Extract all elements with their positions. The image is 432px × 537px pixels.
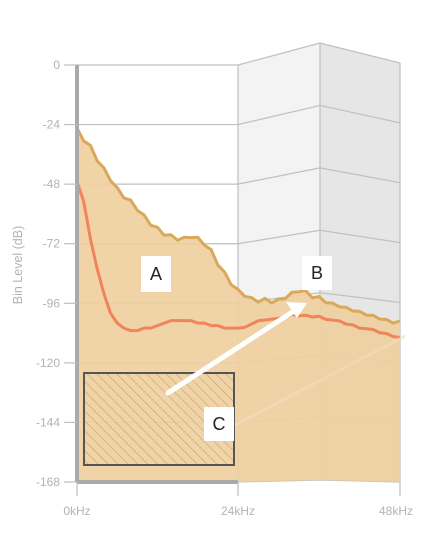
series-area-edge [75, 127, 401, 325]
callout-b-label: B [311, 263, 323, 283]
gridline [77, 42, 401, 66]
axes [75, 65, 238, 484]
y-tick-label: -144 [36, 415, 60, 429]
y-tick-label: -120 [36, 356, 60, 370]
callout-b-box [302, 256, 332, 290]
x-ticks: 0kHz 24kHz 48kHz [63, 482, 413, 518]
y-tick-label: -24 [43, 118, 61, 132]
annotations: A B C [83, 256, 406, 466]
y-tick-label: -168 [36, 475, 60, 489]
series-line [75, 181, 401, 339]
y-ticks: 0 -24 -48 -72 -96 -120 -144 -168 [36, 58, 77, 489]
y-tick-label: 0 [53, 58, 60, 72]
gridline [77, 104, 401, 126]
x-tick-label: 48kHz [379, 504, 413, 518]
callout-a-box [141, 256, 171, 292]
y-tick-label: -72 [43, 237, 61, 251]
y-axis-label: Bin Level (dB) [11, 226, 25, 305]
gridline [77, 167, 401, 185]
arrow-to-b-head [286, 302, 307, 318]
y-tick-label: -48 [43, 177, 61, 191]
callout-c: C [204, 407, 234, 441]
callout-c-box [204, 407, 234, 441]
callout-a: A [141, 256, 171, 292]
callout-c-label: C [213, 414, 226, 434]
callout-b: B [302, 256, 332, 290]
y-tick-label: -96 [43, 296, 61, 310]
arrow-to-b [165, 306, 300, 396]
faded-arrow-c [234, 334, 406, 427]
callout-a-label: A [150, 264, 162, 284]
x-tick-label: 0kHz [63, 504, 90, 518]
x-tick-label: 24kHz [221, 504, 255, 518]
